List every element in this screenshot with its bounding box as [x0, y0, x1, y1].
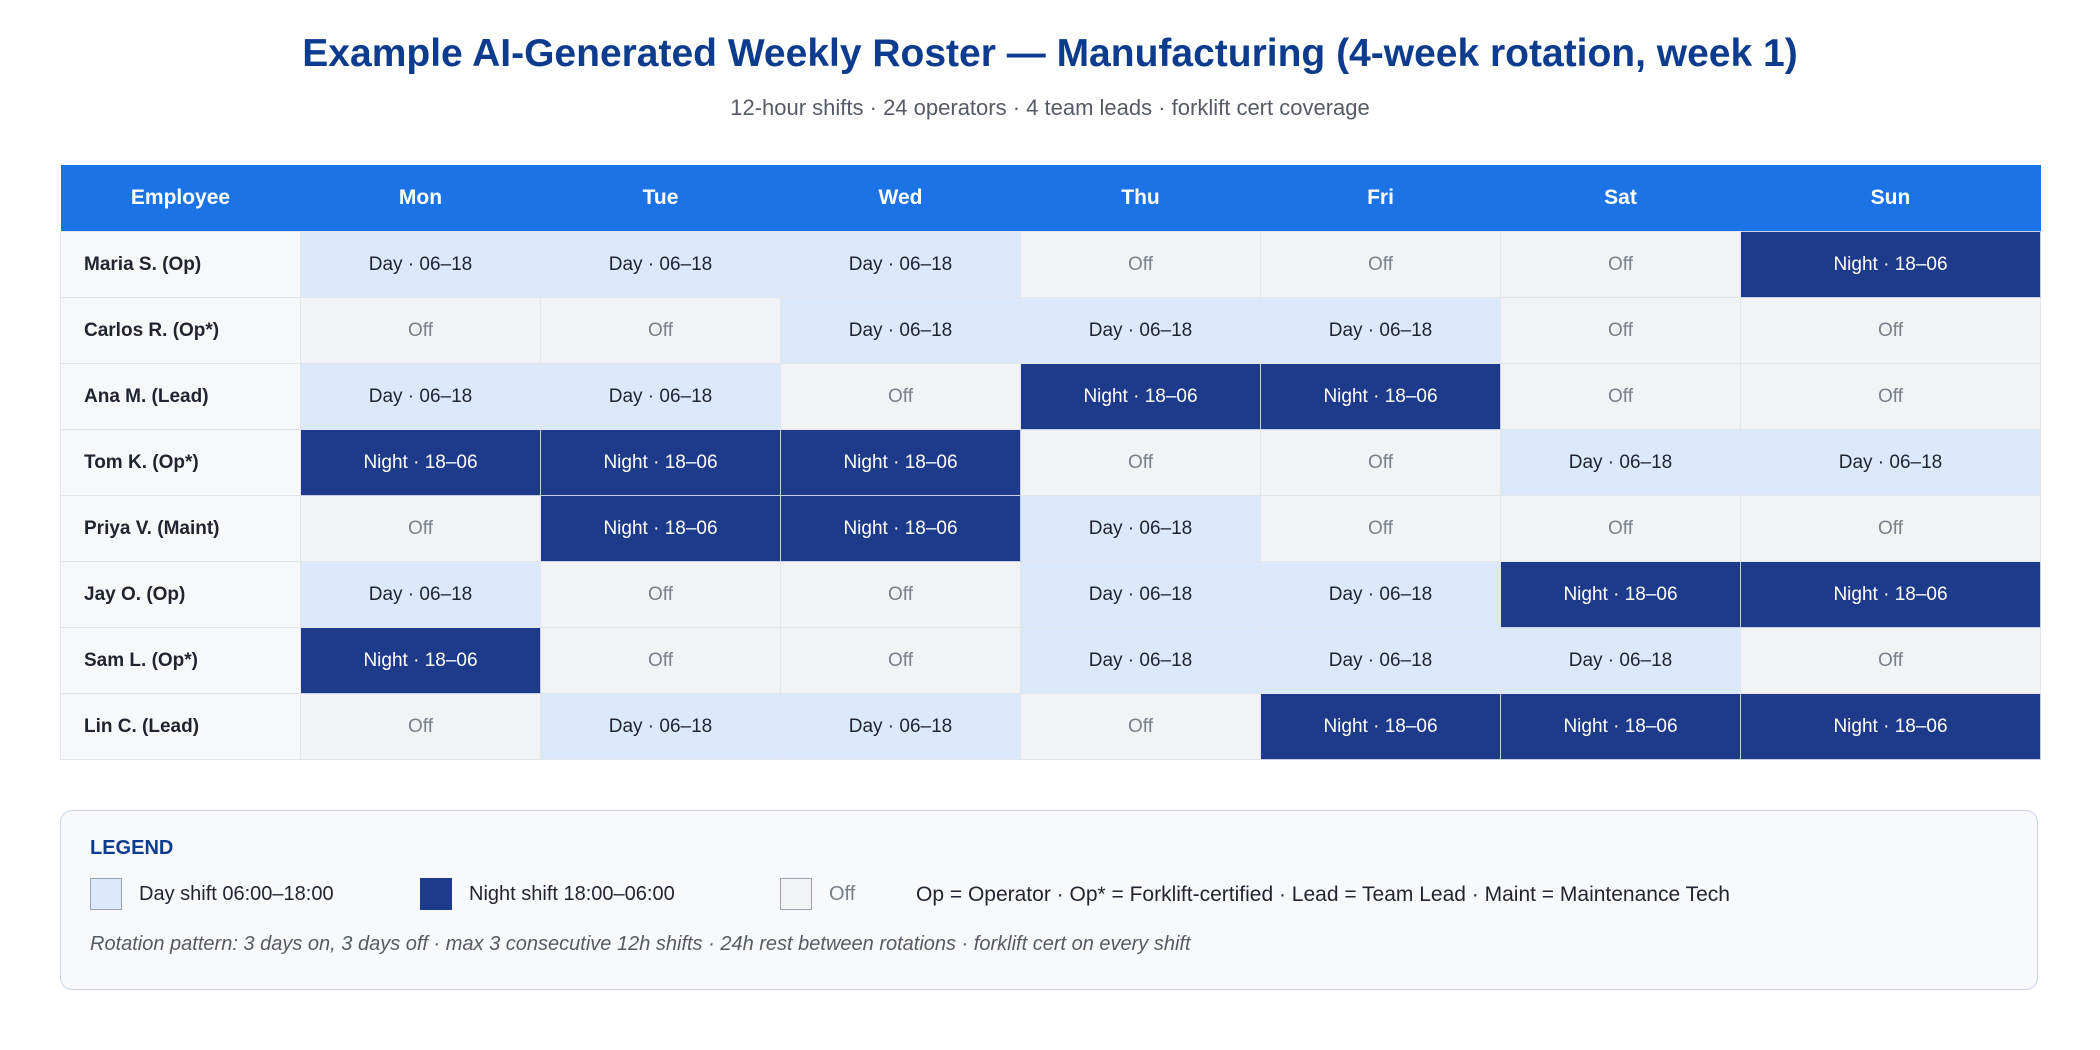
day-shift-cell: Day · 06–18 [1740, 429, 2041, 496]
employee-name: Sam L. (Op*) [60, 627, 301, 694]
table-row: Tom K. (Op*) Night · 18–06 Night · 18–06 Ni… [60, 429, 2041, 496]
day-shift-legend-label: Day shift 06:00–18:00 [139, 883, 334, 905]
off-shift-cell: Off [1260, 429, 1501, 496]
employee-name: Priya V. (Maint) [60, 495, 301, 562]
day-shift-cell: Day · 06–18 [540, 363, 781, 430]
table-row: Ana M. (Lead) Day · 06–18 Day · 06–18 Off Ni… [60, 363, 2041, 430]
day-shift-cell: Day · 06–18 [540, 231, 781, 298]
column-header-wed: Wed [780, 165, 1021, 232]
night-shift-cell: Night · 18–06 [1740, 693, 2041, 760]
employee-name: Carlos R. (Op*) [60, 297, 301, 364]
night-shift-swatch [420, 878, 452, 910]
rotation-note: Rotation pattern: 3 days on, 3 days off … [90, 933, 1191, 955]
roster-table: Employee Mon Tue Wed Thu Fri Sat Sun Mar… [60, 165, 2041, 760]
page-title: Example AI-Generated Weekly Roster — Man… [302, 32, 1798, 75]
off-swatch [780, 878, 812, 910]
off-shift-cell: Off [300, 495, 541, 562]
night-shift-cell: Night · 18–06 [1740, 231, 2041, 298]
off-shift-cell: Off [1500, 495, 1741, 562]
table-row: Carlos R. (Op*) Off Off Day · 06–18 Day · 06… [60, 297, 2041, 364]
page-subtitle: 12-hour shifts · 24 operators · 4 team l… [730, 95, 1370, 120]
column-header-sun: Sun [1740, 165, 2041, 232]
day-shift-cell: Day · 06–18 [1020, 297, 1261, 364]
table-row: Maria S. (Op) Day · 06–18 Day · 06–18 Day ·… [60, 231, 2041, 298]
table-row: Priya V. (Maint) Off Night · 18–06 Night · … [60, 495, 2041, 562]
table-row: Jay O. (Op) Day · 06–18 Off Off Day · 06–18 D… [60, 561, 2041, 628]
day-shift-cell: Day · 06–18 [780, 693, 1021, 760]
off-shift-cell: Off [540, 627, 781, 694]
legend-title: LEGEND [90, 837, 174, 859]
day-shift-cell: Day · 06–18 [1260, 627, 1501, 694]
off-legend-label: Off [829, 883, 856, 905]
column-header-mon: Mon [300, 165, 541, 232]
off-shift-cell: Off [1740, 627, 2041, 694]
off-shift-cell: Off [1500, 363, 1741, 430]
night-shift-cell: Night · 18–06 [1260, 693, 1501, 760]
off-shift-cell: Off [1740, 363, 2041, 430]
night-shift-cell: Night · 18–06 [540, 429, 781, 496]
day-shift-cell: Day · 06–18 [300, 231, 541, 298]
off-shift-cell: Off [1020, 693, 1261, 760]
night-shift-cell: Night · 18–06 [1500, 693, 1741, 760]
off-shift-cell: Off [1740, 297, 2041, 364]
night-shift-cell: Night · 18–06 [780, 429, 1021, 496]
day-shift-cell: Day · 06–18 [300, 363, 541, 430]
off-shift-cell: Off [780, 363, 1021, 430]
off-shift-cell: Off [540, 561, 781, 628]
day-shift-cell: Day · 06–18 [1260, 561, 1501, 628]
column-header-sat: Sat [1500, 165, 1741, 232]
off-shift-cell: Off [1260, 495, 1501, 562]
off-shift-cell: Off [1500, 231, 1741, 298]
column-header-tue: Tue [540, 165, 781, 232]
night-shift-legend-label: Night shift 18:00–06:00 [469, 883, 675, 905]
off-shift-cell: Off [300, 693, 541, 760]
day-shift-cell: Day · 06–18 [780, 231, 1021, 298]
night-shift-cell: Night · 18–06 [1500, 561, 1741, 628]
column-header-fri: Fri [1260, 165, 1501, 232]
day-shift-swatch [90, 878, 122, 910]
off-shift-cell: Off [1260, 231, 1501, 298]
column-header-employee: Employee [60, 165, 301, 232]
off-shift-cell: Off [1020, 231, 1261, 298]
table-row: Sam L. (Op*) Night · 18–06 Off Off Day · 06–… [60, 627, 2041, 694]
off-shift-cell: Off [1740, 495, 2041, 562]
night-shift-cell: Night · 18–06 [1260, 363, 1501, 430]
day-shift-cell: Day · 06–18 [540, 693, 781, 760]
day-shift-cell: Day · 06–18 [1500, 429, 1741, 496]
night-shift-cell: Night · 18–06 [780, 495, 1021, 562]
employee-name: Maria S. (Op) [60, 231, 301, 298]
off-shift-cell: Off [780, 627, 1021, 694]
day-shift-cell: Day · 06–18 [300, 561, 541, 628]
night-shift-cell: Night · 18–06 [1020, 363, 1261, 430]
abbreviations-key: Op = Operator · Op* = Forklift-certified… [916, 883, 1730, 906]
night-shift-cell: Night · 18–06 [300, 429, 541, 496]
night-shift-cell: Night · 18–06 [1740, 561, 2041, 628]
off-shift-cell: Off [1500, 297, 1741, 364]
off-shift-cell: Off [300, 297, 541, 364]
day-shift-cell: Day · 06–18 [1500, 627, 1741, 694]
legend-panel: LEGEND Day shift 06:00–18:00 Night shift… [60, 810, 2038, 990]
day-shift-cell: Day · 06–18 [1020, 561, 1261, 628]
header-row: Employee Mon Tue Wed Thu Fri Sat Sun [60, 165, 2041, 232]
column-header-thu: Thu [1020, 165, 1261, 232]
off-shift-cell: Off [1020, 429, 1261, 496]
employee-name: Jay O. (Op) [60, 561, 301, 628]
off-shift-cell: Off [540, 297, 781, 364]
day-shift-cell: Day · 06–18 [780, 297, 1021, 364]
day-shift-cell: Day · 06–18 [1260, 297, 1501, 364]
night-shift-cell: Night · 18–06 [300, 627, 541, 694]
employee-name: Lin C. (Lead) [60, 693, 301, 760]
night-shift-cell: Night · 18–06 [540, 495, 781, 562]
day-shift-cell: Day · 06–18 [1020, 495, 1261, 562]
day-shift-cell: Day · 06–18 [1020, 627, 1261, 694]
employee-name: Tom K. (Op*) [60, 429, 301, 496]
table-row: Lin C. (Lead) Off Day · 06–18 Day · 06–18 Of… [60, 693, 2041, 760]
employee-name: Ana M. (Lead) [60, 363, 301, 430]
off-shift-cell: Off [780, 561, 1021, 628]
